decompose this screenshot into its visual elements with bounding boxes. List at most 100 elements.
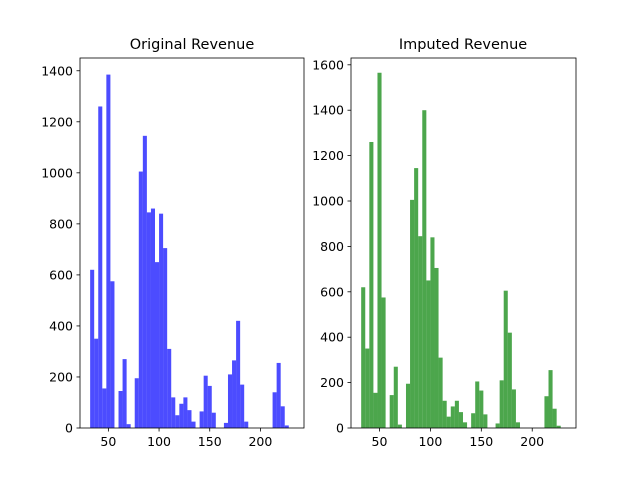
histogram-bar xyxy=(191,421,196,428)
histogram-bar xyxy=(373,392,378,428)
x-tick-label: 100 xyxy=(147,434,171,449)
histogram-bar xyxy=(450,406,455,428)
histogram-bar xyxy=(122,359,127,428)
histogram-bar xyxy=(389,395,394,428)
histogram-bar xyxy=(475,381,480,428)
y-tick-label: 200 xyxy=(49,369,73,384)
histogram-bar xyxy=(552,408,557,428)
x-tick-label: 50 xyxy=(372,434,388,449)
histogram-bar xyxy=(276,362,281,428)
histogram-bar xyxy=(361,287,366,428)
y-tick-label: 800 xyxy=(49,216,73,231)
y-tick-label: 600 xyxy=(49,267,73,282)
histogram-bar xyxy=(377,72,382,428)
histogram-bar xyxy=(393,366,398,428)
y-tick-label: 1000 xyxy=(41,165,73,180)
y-tick-label: 1200 xyxy=(41,114,73,129)
bar-group xyxy=(361,72,561,429)
chart-title: Original Revenue xyxy=(130,37,255,53)
y-tick-label: 1000 xyxy=(312,194,344,209)
y-tick-label: 1400 xyxy=(312,103,344,118)
histogram-bar xyxy=(503,290,508,428)
histogram-bar xyxy=(479,390,484,428)
histogram-bar xyxy=(418,236,423,428)
histogram-bar xyxy=(544,396,549,428)
x-tick-label: 200 xyxy=(520,434,544,449)
histogram-bar xyxy=(232,360,237,428)
y-tick-label: 1200 xyxy=(312,148,344,163)
histogram-bar xyxy=(211,412,216,428)
histogram-bar xyxy=(515,422,520,428)
histogram-bar xyxy=(98,106,103,428)
histogram-bar xyxy=(548,370,553,428)
histogram-bar xyxy=(175,415,180,428)
y-tick-label: 400 xyxy=(320,330,344,345)
histogram-bar xyxy=(430,237,435,428)
histogram-bar xyxy=(102,388,107,428)
histogram-bar xyxy=(284,425,289,428)
chart-imputed-revenue: Imputed Revenue 50 100 150 200 0 200 400 600 800… xyxy=(312,37,577,449)
histogram-bar xyxy=(118,391,123,428)
histogram-bar xyxy=(167,348,172,428)
histogram-bar xyxy=(244,421,249,428)
bar-group xyxy=(90,74,289,429)
histogram-bar xyxy=(171,397,176,428)
histogram-bar xyxy=(187,410,192,428)
y-tick-label: 0 xyxy=(336,421,344,436)
tick-group: 50 100 150 200 0 200 400 600 800 1000 1200 1400 1600 xyxy=(312,57,544,449)
histogram-bar xyxy=(369,141,374,429)
x-tick-label: 150 xyxy=(469,434,493,449)
histogram-bar xyxy=(179,403,184,428)
histogram-bar xyxy=(134,378,139,428)
histogram-bar xyxy=(442,400,447,428)
histogram-bar xyxy=(280,406,285,428)
histogram-bar xyxy=(90,269,95,428)
chart-original-revenue: Original Revenue 50 100 150 200 0 200 400 600 80… xyxy=(41,37,305,449)
y-tick-label: 1400 xyxy=(41,63,73,78)
y-tick-label: 0 xyxy=(65,421,73,436)
histogram-bar xyxy=(381,297,386,428)
histogram-bar xyxy=(146,212,151,428)
histogram-bar xyxy=(207,385,212,428)
histogram-bar xyxy=(458,412,463,428)
histogram-bar xyxy=(471,413,476,428)
histogram-bar xyxy=(462,422,468,428)
plot-frame xyxy=(79,57,305,429)
histogram-bar xyxy=(426,280,431,428)
histogram-bar xyxy=(507,332,512,428)
x-tick-label: 200 xyxy=(248,434,272,449)
y-tick-label: 400 xyxy=(49,318,73,333)
histogram-bar xyxy=(159,213,164,428)
histogram-bar xyxy=(150,208,155,428)
plot-frame xyxy=(350,57,577,429)
histogram-bar xyxy=(126,424,131,428)
histogram-bar xyxy=(236,320,241,428)
histogram-bar xyxy=(223,422,228,428)
tick-group: 50 100 150 200 0 200 400 600 800 1000 1200 1400 xyxy=(41,63,272,449)
histogram-bar xyxy=(199,411,204,428)
histogram-bar xyxy=(110,281,115,428)
histogram-bar xyxy=(138,171,143,429)
histogram-bar xyxy=(438,357,443,428)
histogram-bar xyxy=(422,110,427,429)
histogram-bar xyxy=(155,262,160,428)
histogram-bar xyxy=(227,374,233,428)
y-tick-label: 600 xyxy=(320,284,344,299)
histogram-bar xyxy=(410,199,415,428)
histogram-bar xyxy=(272,392,277,428)
histogram-bar xyxy=(499,380,504,428)
histogram-bar xyxy=(414,168,419,428)
y-tick-label: 1600 xyxy=(312,57,344,72)
histogram-bar xyxy=(405,383,411,428)
histogram-bar xyxy=(365,348,370,428)
histogram-bar xyxy=(397,424,402,428)
histogram-bar xyxy=(203,375,208,428)
histogram-bar xyxy=(495,423,500,428)
histogram-bar xyxy=(94,338,99,428)
x-tick-label: 50 xyxy=(100,434,116,449)
histogram-bar xyxy=(142,135,147,428)
histogram-bar xyxy=(556,425,561,428)
histogram-bar xyxy=(240,384,245,428)
histogram-bar xyxy=(106,74,111,428)
